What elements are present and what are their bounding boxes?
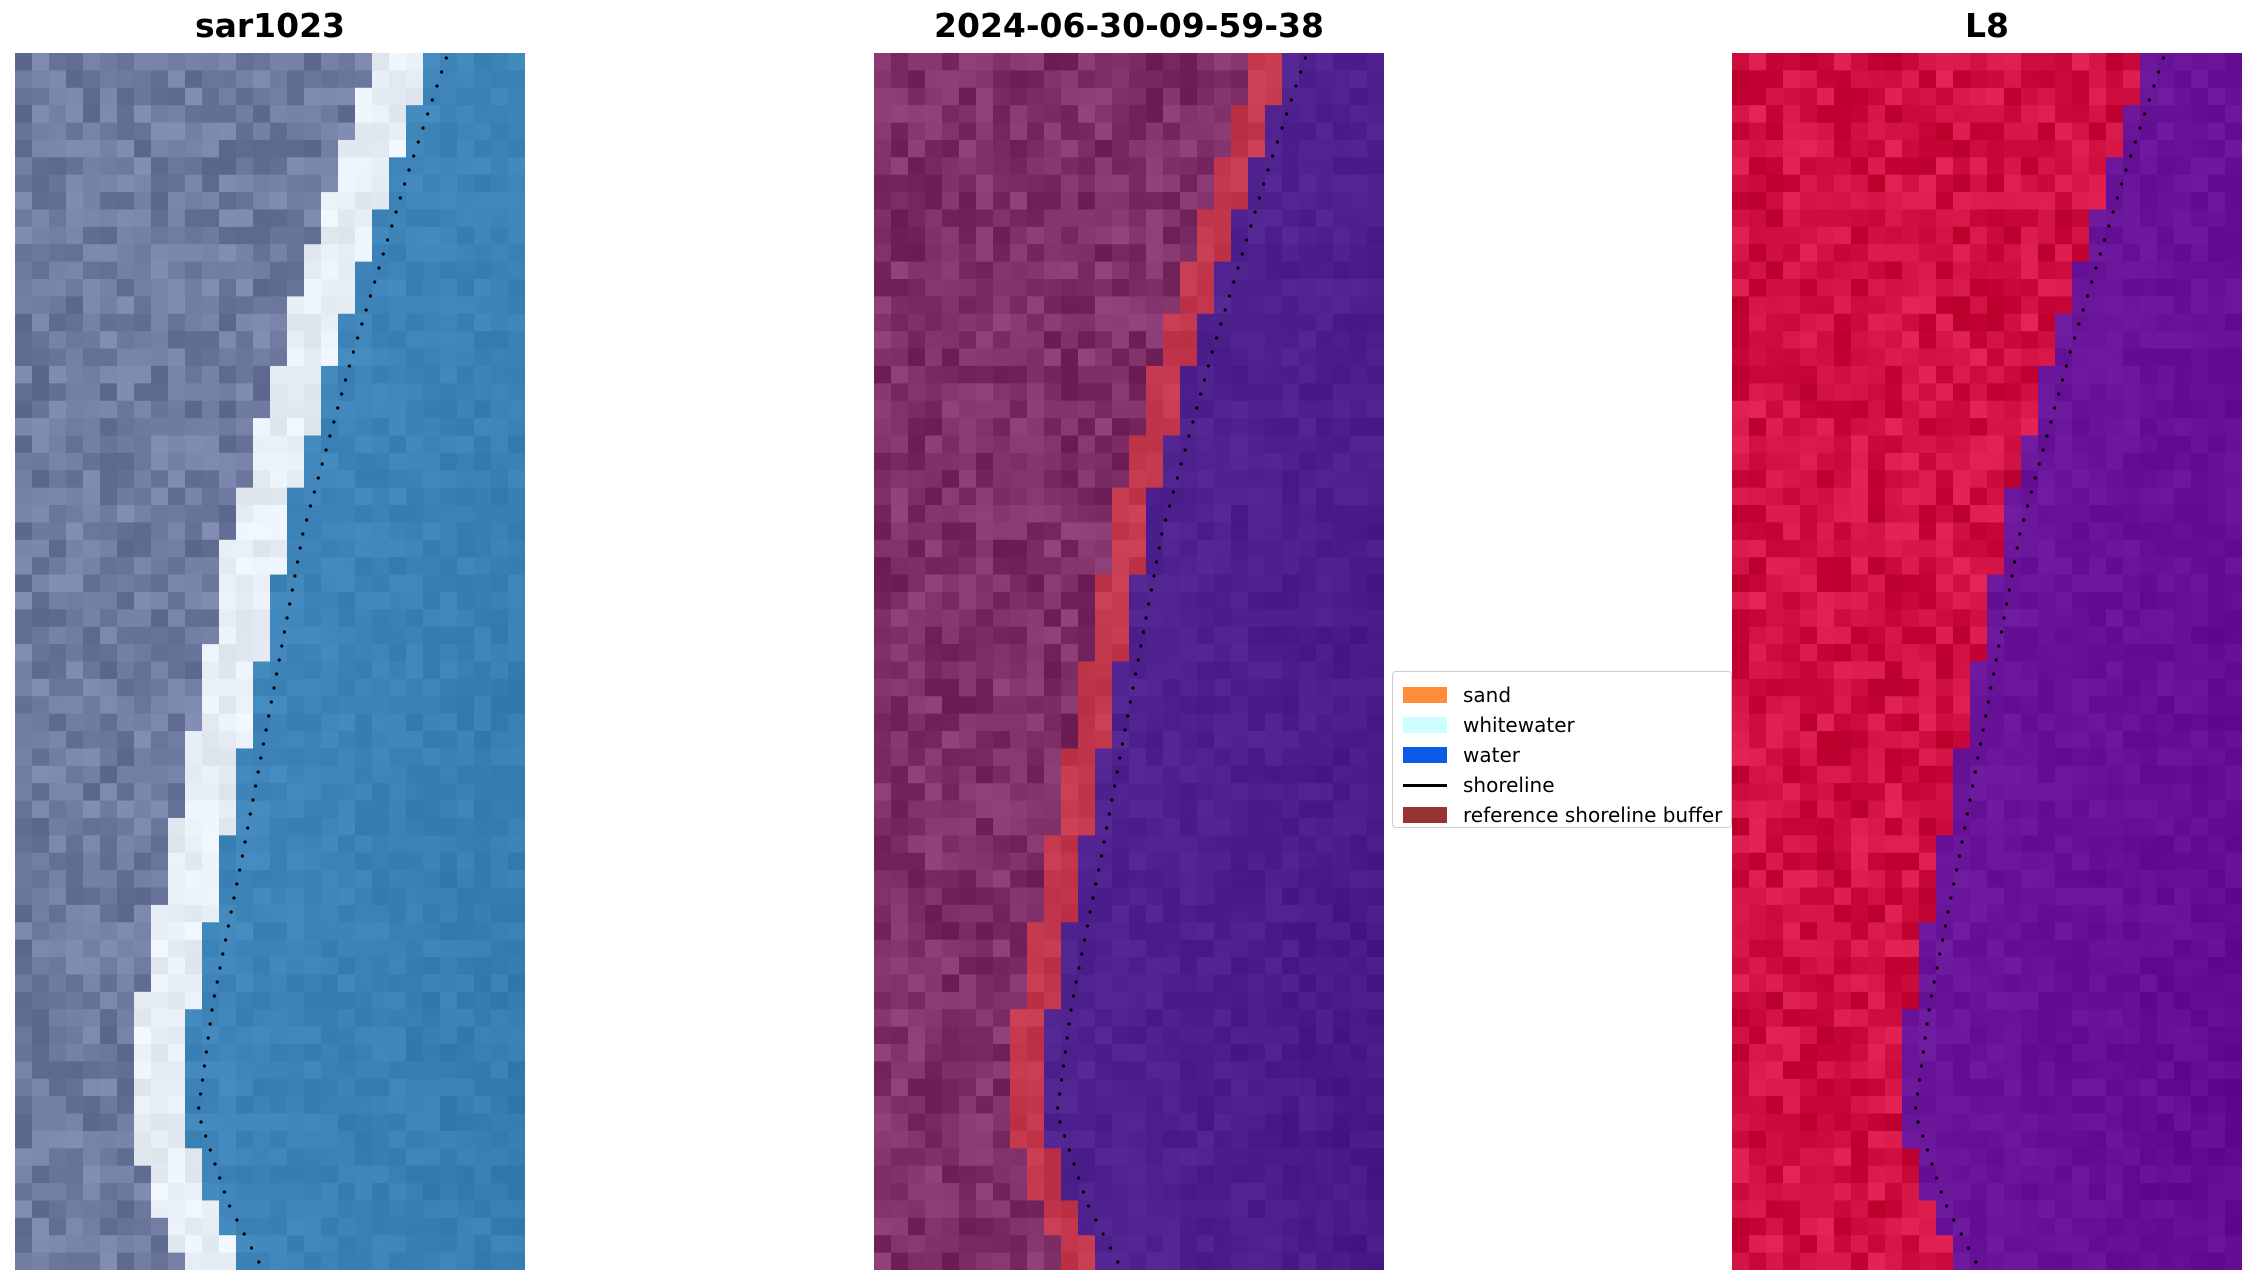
whitewater-swatch [1403,717,1447,733]
panel-title-nir: L8 [1965,6,2009,45]
legend-item-sand: sand [1403,680,1721,710]
panel-title-classified: 2024-06-30-09-59-38 [934,6,1324,45]
legend-label: reference shoreline buffer [1463,803,1723,827]
reference-buffer-swatch [1403,807,1447,823]
legend: sand whitewater water shoreline referenc… [1392,671,1732,828]
legend-item-water: water [1403,740,1721,770]
legend-item-whitewater: whitewater [1403,710,1721,740]
nir-false-color-image [1732,53,2242,1270]
shoreline-line-swatch [1403,783,1447,787]
panel-title-rgb: sar1023 [194,6,346,45]
legend-label: sand [1463,683,1512,707]
legend-label: water [1463,743,1520,767]
legend-item-shoreline: shoreline [1403,770,1721,800]
classified-image [874,53,1384,1270]
water-swatch [1403,747,1447,763]
legend-label: whitewater [1463,713,1575,737]
legend-label: shoreline [1463,773,1555,797]
rgb-satellite-image [15,53,525,1270]
legend-item-reference-buffer: reference shoreline buffer [1403,800,1723,830]
sand-swatch [1403,687,1447,703]
